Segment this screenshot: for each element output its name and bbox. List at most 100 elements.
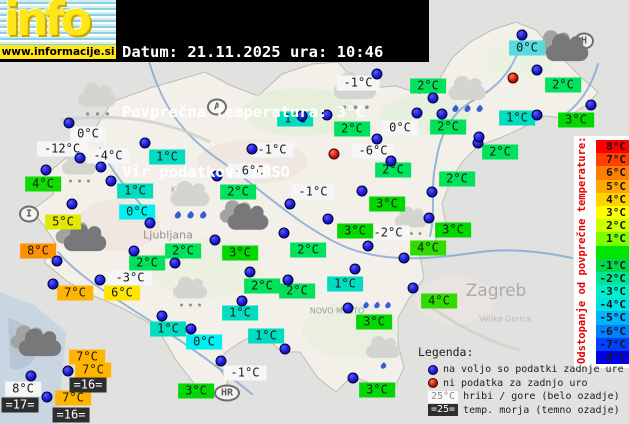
legend-item: na voljo so podatki zadnje ure [428, 363, 624, 377]
scale-band: -5°C [596, 311, 629, 325]
temperature-label: 2°C [129, 255, 165, 271]
temperature-label: =16= [52, 407, 90, 423]
temperature-label: -4°C [86, 148, 130, 164]
temperature-label: 0°C [119, 204, 155, 220]
temperature-label: 3°C [337, 223, 373, 239]
legend-items: na voljo so podatki zadnje ure ni podatka… [418, 363, 624, 417]
drizzle-dot [85, 112, 89, 116]
temperature-label: 0°C [186, 334, 222, 350]
station-dot-available [349, 263, 361, 275]
cloud-shape [448, 75, 486, 101]
scale-band: -3°C [596, 285, 629, 299]
station-dot-available [74, 152, 86, 164]
scale-band: 4°C [596, 192, 629, 206]
website-link[interactable]: www.informacije.si [0, 45, 116, 59]
temperature-label: 1°C [117, 183, 153, 199]
temperature-label: 0°C [382, 120, 418, 136]
station-dot-missing [328, 148, 340, 160]
scale-band: 5°C [596, 179, 629, 193]
cloud-shape [63, 223, 107, 252]
header: Datum: 21.11.2025 ura: 10:46 Povprečna t… [0, 0, 429, 181]
raindrop [450, 104, 460, 114]
temperature-label: 1°C [222, 305, 258, 321]
drizzle-dot [364, 105, 369, 110]
raindrop [362, 301, 370, 310]
temperature-label: 2°C [165, 243, 201, 259]
drizzle-dot [353, 105, 357, 110]
scale-band: -1°C [596, 258, 629, 272]
rain-icon [448, 104, 485, 114]
station-dot-available [279, 343, 291, 355]
cloud-shape [366, 336, 400, 358]
drizzle-icon [334, 105, 377, 110]
temperature-label: 3°C [558, 112, 594, 128]
temperature-label: 3°C [356, 314, 392, 330]
cloud-icon [10, 325, 62, 357]
station-dot-available [209, 234, 221, 246]
cloud-icon [78, 82, 116, 116]
temperature-label: 3°C [435, 222, 471, 238]
station-dot-available [371, 68, 383, 80]
temperature-label: 0°C [509, 40, 545, 56]
legend-red-dot-icon [428, 378, 438, 389]
city-label: Ljubljana [143, 228, 193, 242]
legend-item-text: na voljo so podatki zadnje ure [443, 364, 624, 376]
cloud-shape [170, 180, 210, 207]
station-dot-available [41, 391, 53, 403]
temperature-label: 8°C [20, 243, 56, 259]
header-avg-temp-line: Povprečna temperatura: 3°C [122, 103, 365, 121]
temperature-label: 3°C [178, 383, 214, 399]
raindrop [462, 104, 472, 114]
temperature-label: 2°C [290, 242, 326, 258]
temperature-label: 7°C [75, 362, 111, 378]
drizzle-dot [68, 179, 72, 183]
drizzle-icon [62, 179, 96, 183]
temperature-label: 0°C [70, 126, 106, 142]
scale-band: 2°C [596, 219, 629, 233]
station-dot-available [215, 355, 227, 367]
station-dot-available [25, 370, 37, 382]
legend-title: Legenda: [418, 345, 474, 359]
cloud-icon [366, 336, 400, 370]
temperature-label: 4°C [410, 240, 446, 256]
station-dot-available [236, 295, 248, 307]
station-dot-available [427, 92, 439, 104]
station-dot-available [47, 278, 59, 290]
drizzle-dot [418, 232, 421, 235]
legend-item: =25= temp. morja (temno ozadje) [428, 404, 624, 418]
station-dot-available [426, 186, 438, 198]
station-dot-available [63, 117, 75, 129]
station-dot-available [362, 240, 374, 252]
temperature-label: 3°C [369, 196, 405, 212]
station-dot-available [398, 252, 410, 264]
header-source-line: Vir podatkov: ARSO [122, 163, 290, 181]
scale-band: -6°C [596, 324, 629, 338]
drizzle-dot [197, 303, 201, 307]
station-dot-available [407, 282, 419, 294]
scale-band: 1°C [596, 232, 629, 246]
temperature-label: =16= [69, 377, 107, 393]
drizzle-dot [409, 232, 413, 235]
station-dot-available [473, 131, 485, 143]
station-dot-available [156, 310, 168, 322]
temperature-label: -3°C [108, 270, 152, 286]
station-dot-available [436, 108, 448, 120]
station-dot-available [321, 109, 333, 121]
shower-icon [362, 298, 392, 310]
scale-band [596, 245, 629, 259]
station-dot-available [278, 227, 290, 239]
scale-band: 8°C [596, 140, 629, 154]
station-dot-available [66, 198, 78, 210]
temperature-label: 1°C [150, 321, 186, 337]
legend-item-text: temp. morja (temno ozadje) [463, 404, 620, 416]
cloud-shape [227, 203, 269, 230]
country-sign-hr: HR [213, 384, 241, 402]
drizzle-dot [95, 112, 99, 116]
scale-title: Odstopanje od povprečne temperature: [576, 136, 588, 364]
temperature-label: 2°C [410, 78, 446, 94]
raindrop [474, 104, 484, 114]
temperature-label: -1°C [223, 365, 267, 381]
rain-icon [366, 362, 400, 370]
temperature-label: -1°C [250, 142, 294, 158]
temperature-label: 8°C [5, 381, 41, 397]
